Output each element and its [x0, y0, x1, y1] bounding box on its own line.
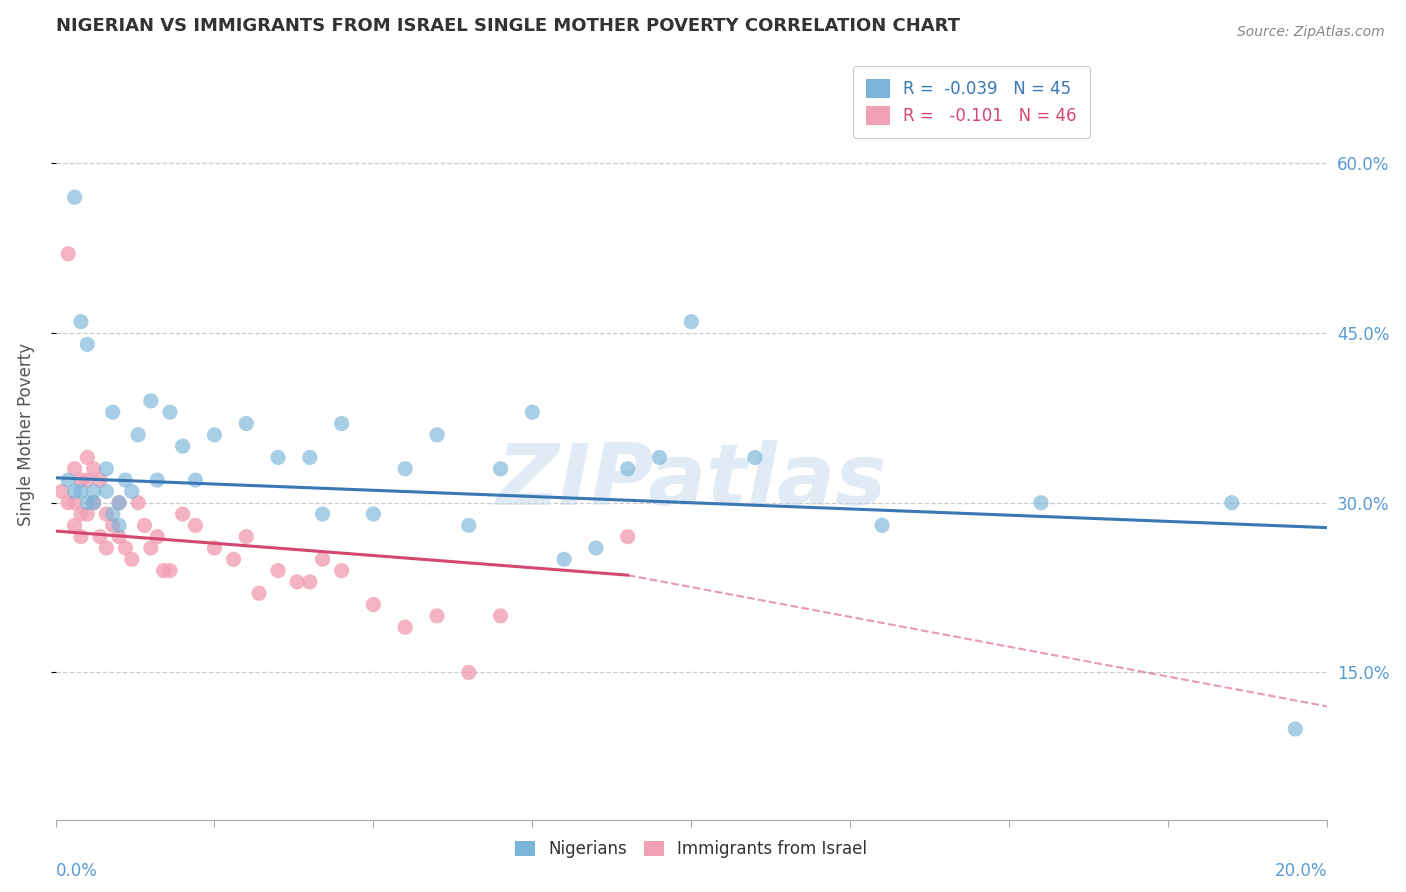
Point — [172, 507, 194, 521]
Point — [83, 484, 105, 499]
Point — [108, 530, 131, 544]
Point — [184, 473, 207, 487]
Point — [394, 620, 416, 634]
Text: Source: ZipAtlas.com: Source: ZipAtlas.com — [1237, 25, 1385, 39]
Point — [58, 473, 80, 487]
Point — [101, 518, 124, 533]
Point — [1029, 496, 1052, 510]
Point — [522, 405, 544, 419]
Point — [114, 473, 136, 487]
Point — [298, 574, 321, 589]
Point — [108, 496, 131, 510]
Point — [426, 427, 449, 442]
Point — [121, 484, 143, 499]
Y-axis label: Single Mother Poverty: Single Mother Poverty — [17, 343, 35, 526]
Point — [139, 541, 162, 555]
Point — [89, 473, 111, 487]
Text: ZIPatlas: ZIPatlas — [496, 440, 886, 523]
Text: 20.0%: 20.0% — [1275, 862, 1327, 880]
Point — [247, 586, 270, 600]
Point — [63, 462, 86, 476]
Point — [70, 473, 93, 487]
Point — [108, 518, 131, 533]
Point — [76, 450, 98, 465]
Point — [121, 552, 143, 566]
Point — [63, 484, 86, 499]
Point — [76, 496, 98, 510]
Point — [553, 552, 575, 566]
Point — [426, 608, 449, 623]
Point — [267, 450, 290, 465]
Point — [127, 496, 149, 510]
Point — [267, 564, 290, 578]
Point — [83, 496, 105, 510]
Point — [70, 530, 93, 544]
Point — [134, 518, 156, 533]
Point — [311, 552, 333, 566]
Point — [298, 450, 321, 465]
Point — [108, 496, 131, 510]
Point — [70, 507, 93, 521]
Point — [51, 484, 73, 499]
Point — [1284, 722, 1306, 736]
Text: NIGERIAN VS IMMIGRANTS FROM ISRAEL SINGLE MOTHER POVERTY CORRELATION CHART: NIGERIAN VS IMMIGRANTS FROM ISRAEL SINGL… — [55, 17, 959, 35]
Point — [235, 417, 257, 431]
Point — [101, 405, 124, 419]
Point — [63, 190, 86, 204]
Point — [616, 462, 638, 476]
Point — [330, 417, 353, 431]
Point — [96, 541, 118, 555]
Point — [363, 507, 385, 521]
Point — [76, 337, 98, 351]
Point — [616, 530, 638, 544]
Point — [114, 541, 136, 555]
Point — [70, 484, 93, 499]
Point — [159, 405, 181, 419]
Point — [63, 496, 86, 510]
Point — [204, 541, 226, 555]
Point — [76, 473, 98, 487]
Point — [744, 450, 766, 465]
Point — [457, 665, 479, 680]
Point — [139, 393, 162, 408]
Point — [489, 462, 512, 476]
Point — [83, 496, 105, 510]
Point — [101, 507, 124, 521]
Point — [311, 507, 333, 521]
Point — [70, 315, 93, 329]
Point — [222, 552, 245, 566]
Point — [89, 530, 111, 544]
Point — [457, 518, 479, 533]
Point — [152, 564, 174, 578]
Point — [681, 315, 703, 329]
Point — [146, 473, 169, 487]
Point — [58, 496, 80, 510]
Point — [285, 574, 308, 589]
Point — [648, 450, 671, 465]
Point — [394, 462, 416, 476]
Point — [76, 507, 98, 521]
Point — [489, 608, 512, 623]
Legend: Nigerians, Immigrants from Israel: Nigerians, Immigrants from Israel — [509, 834, 875, 865]
Point — [235, 530, 257, 544]
Point — [96, 462, 118, 476]
Point — [1220, 496, 1243, 510]
Point — [585, 541, 607, 555]
Point — [363, 598, 385, 612]
Point — [172, 439, 194, 453]
Point — [159, 564, 181, 578]
Point — [96, 484, 118, 499]
Text: 0.0%: 0.0% — [55, 862, 97, 880]
Point — [184, 518, 207, 533]
Point — [330, 564, 353, 578]
Point — [58, 247, 80, 261]
Point — [870, 518, 893, 533]
Point — [204, 427, 226, 442]
Point — [146, 530, 169, 544]
Point — [127, 427, 149, 442]
Point — [63, 518, 86, 533]
Point — [83, 462, 105, 476]
Point — [96, 507, 118, 521]
